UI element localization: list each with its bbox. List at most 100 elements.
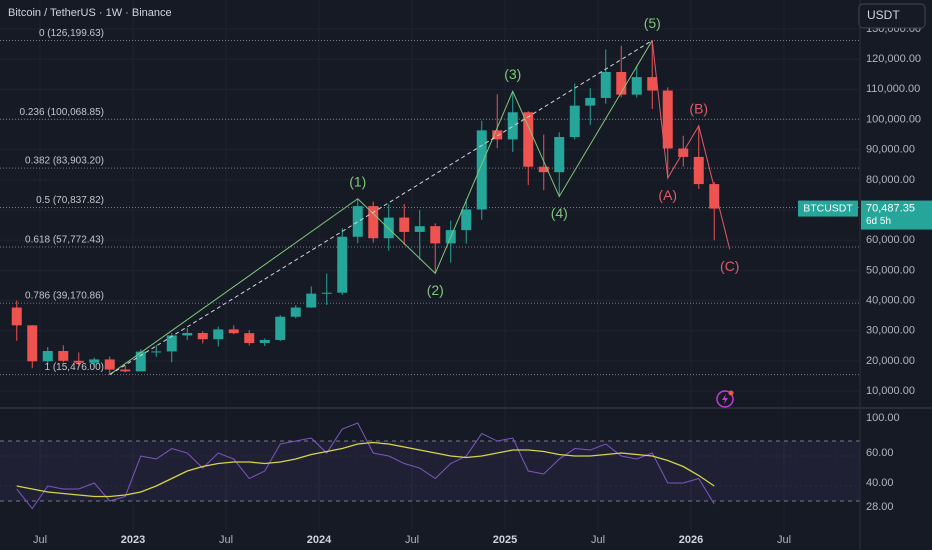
candle-body [523, 112, 534, 167]
rsi-band [0, 441, 860, 502]
fib-label: 0.382 (83,903.20) [25, 156, 104, 167]
fib-label: 0.618 (57,772.43) [25, 235, 104, 246]
x-tick-label: 2025 [493, 534, 517, 546]
overlay: 10,000.00 20,000.00 30,000.00 40,000.00 50,0… [19, 15, 932, 546]
candle-body [228, 329, 239, 334]
candle-body [709, 184, 720, 209]
wave-label: (1) [349, 173, 366, 189]
x-tick-label: 2024 [307, 534, 332, 546]
candle-body [73, 360, 84, 363]
wave-line [109, 40, 653, 375]
y-tick-label: 120,000.00 [866, 53, 921, 65]
y-tick-label: 90,000.00 [866, 144, 915, 156]
candle-body [166, 335, 177, 352]
candle-body [616, 71, 627, 95]
wave-line [651, 40, 731, 250]
fib-label: 0.786 (39,170.86) [25, 291, 104, 302]
x-tick-label: Jul [33, 534, 47, 546]
fib-label: 0.5 (70,837.82) [36, 195, 104, 206]
candle-body [42, 350, 53, 362]
y-tick-label: 40.00 [866, 477, 894, 489]
candle-body [569, 105, 580, 138]
currency-button[interactable] [858, 3, 926, 29]
x-tick-label: Jul [777, 534, 791, 546]
x-tick-label: Jul [591, 534, 605, 546]
alert-icon[interactable] [716, 390, 734, 408]
price-tag [861, 200, 932, 230]
candle-body [11, 307, 22, 326]
trend-line [109, 40, 653, 376]
candle-body [337, 236, 348, 293]
candle-body [213, 329, 224, 340]
candle-body [399, 217, 410, 232]
y-tick-label: 10,000.00 [866, 385, 915, 397]
y-tick-label: 30,000.00 [866, 325, 915, 337]
wave-label: (3) [504, 66, 521, 82]
candle-body [600, 71, 611, 98]
y-tick-label: 40,000.00 [866, 294, 915, 306]
candle-body [321, 292, 332, 294]
symbol-title: Bitcoin / TetherUS · 1W · Binance [8, 7, 172, 19]
candle-body [27, 325, 38, 362]
y-tick-label: 20,000.00 [866, 355, 915, 367]
y-tick-label: 80,000.00 [866, 174, 915, 186]
candle-body [89, 359, 100, 363]
alert-bolt [722, 394, 728, 404]
y-tick-label: 60.00 [866, 447, 894, 459]
wave-label: (4) [551, 205, 568, 221]
candle-body [244, 333, 255, 343]
pane-max-label: 100.00 [866, 412, 900, 424]
candle-body [554, 137, 565, 173]
candle-body [104, 359, 115, 370]
fib-label: 0 (126,199.63) [39, 28, 104, 39]
x-tick-label: Jul [405, 534, 419, 546]
candle-body [197, 333, 208, 340]
candle-body [647, 77, 658, 91]
fib-label: 1 (15,476.00) [45, 362, 105, 373]
symbol-tag [798, 200, 858, 217]
candle-body [585, 97, 596, 106]
y-tick-label: 110,000.00 [866, 83, 920, 95]
candle-body [58, 350, 69, 361]
candle-body [135, 351, 146, 372]
candle-body [507, 112, 518, 140]
symbol-label: BTCUSDT [803, 202, 853, 214]
candle-body [290, 307, 301, 317]
candle-body [259, 339, 270, 343]
candle-body [275, 316, 286, 340]
rsi-line [16, 422, 715, 510]
rsi-line [16, 441, 715, 498]
candle-body [306, 293, 317, 308]
candle-body [352, 206, 363, 237]
x-tick-label: Jul [219, 534, 233, 546]
candle-body [538, 166, 549, 173]
candle-body [492, 130, 503, 140]
candle-body [430, 226, 441, 244]
candle-body [414, 226, 425, 232]
candle-body [693, 156, 704, 185]
x-tick-label: 2026 [679, 534, 703, 546]
wave-label: (B) [689, 101, 708, 117]
wave-label: (C) [720, 258, 739, 274]
y-tick-label: 100,000.00 [866, 113, 921, 125]
candle-body [182, 333, 193, 336]
wave-label: (A) [658, 187, 677, 203]
fib-label: 0.236 (100,068.85) [19, 107, 104, 118]
y-tick-label: 50,000.00 [866, 264, 915, 276]
price-label: 70,487.35 [866, 202, 915, 214]
candle-body [631, 77, 642, 95]
candle-body [461, 209, 472, 231]
alert-dot [728, 390, 734, 396]
currency-label[interactable]: USDT [867, 8, 900, 22]
wave-label: (2) [427, 282, 444, 298]
wave-label: (5) [644, 15, 661, 31]
candle-body [662, 90, 673, 149]
candle-body [476, 130, 487, 210]
x-tick-label: 2023 [121, 534, 145, 546]
y-tick-label: 60,000.00 [866, 234, 915, 246]
rsi-last-label: 28.00 [866, 501, 894, 513]
candle-body [151, 351, 162, 353]
candle-body [120, 369, 131, 372]
